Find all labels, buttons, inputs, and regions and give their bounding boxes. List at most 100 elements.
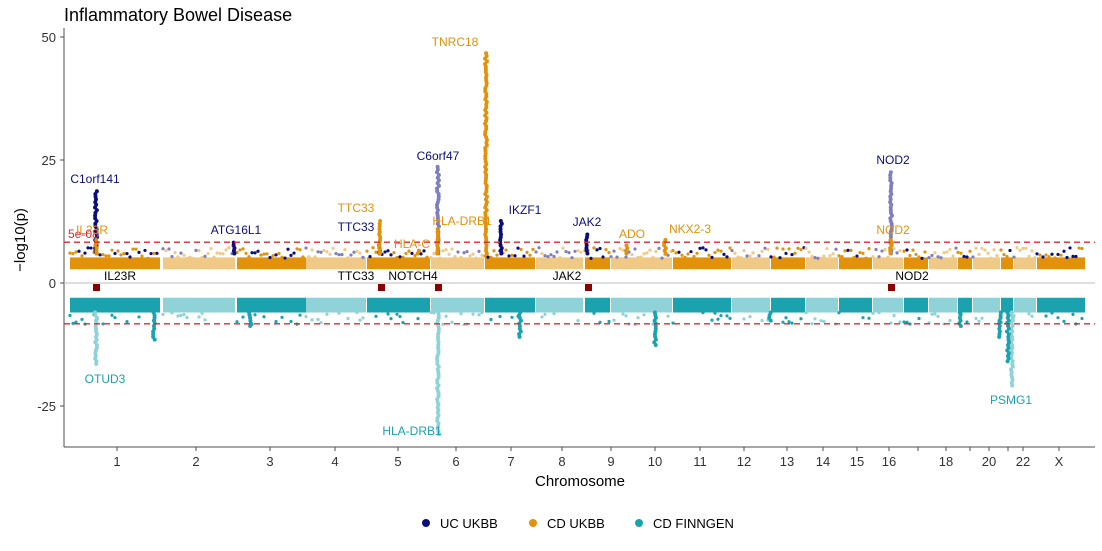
legend-label: CD FINNGEN xyxy=(653,516,734,531)
x-tick-label: 10 xyxy=(648,454,662,469)
data-point xyxy=(238,248,242,252)
data-point xyxy=(883,248,887,252)
data-point xyxy=(598,320,602,324)
data-point xyxy=(398,255,402,259)
data-point xyxy=(471,312,475,316)
cd-ukbb-band xyxy=(806,257,838,270)
data-point xyxy=(867,316,871,320)
data-point xyxy=(343,247,347,252)
data-point xyxy=(425,255,429,259)
data-point xyxy=(618,247,622,251)
cd-finngen-band xyxy=(237,297,306,313)
data-point xyxy=(898,320,902,324)
cd-finngen-band xyxy=(306,297,366,313)
data-point xyxy=(1044,253,1048,257)
data-point xyxy=(992,248,996,252)
data-point xyxy=(917,255,921,259)
data-point xyxy=(564,249,568,254)
cd-ukbb-band xyxy=(70,257,160,270)
x-tick-label: 15 xyxy=(850,454,864,469)
cd-finngen-band xyxy=(1001,297,1013,313)
data-point xyxy=(601,255,605,259)
data-point xyxy=(843,249,847,253)
x-tick-label: 22 xyxy=(1016,454,1030,469)
x-tick-label: X xyxy=(1055,454,1064,469)
data-point xyxy=(816,256,820,260)
peak-point xyxy=(416,248,421,253)
data-point xyxy=(447,252,451,256)
data-point xyxy=(110,313,114,317)
cd-ukbb-band xyxy=(958,257,972,270)
peak-point xyxy=(1010,383,1015,388)
data-point xyxy=(316,317,320,321)
data-point xyxy=(298,313,302,317)
peak-label: ADO xyxy=(619,227,645,241)
data-point xyxy=(660,256,664,260)
data-point xyxy=(313,255,317,259)
data-point xyxy=(757,254,761,258)
data-point xyxy=(218,251,222,256)
data-point xyxy=(927,256,931,260)
data-point xyxy=(289,253,293,257)
data-point xyxy=(274,253,278,257)
shared-locus-marker xyxy=(435,284,442,291)
data-point xyxy=(422,249,426,253)
data-point xyxy=(822,254,826,258)
data-point xyxy=(567,251,571,255)
cd-ukbb-band xyxy=(585,257,610,270)
data-point xyxy=(374,314,378,318)
data-point xyxy=(1065,255,1069,260)
data-point xyxy=(615,255,619,259)
cd-finngen-band xyxy=(536,297,583,313)
data-point xyxy=(1056,316,1060,320)
data-point xyxy=(713,250,717,255)
data-point xyxy=(624,255,628,259)
data-point xyxy=(444,248,448,252)
peak-point xyxy=(484,51,489,56)
peak-label: PSMG1 xyxy=(990,393,1032,407)
data-point xyxy=(1056,252,1060,257)
data-point xyxy=(259,253,263,257)
data-point xyxy=(468,254,472,258)
data-point xyxy=(179,251,183,255)
data-point xyxy=(450,320,454,324)
data-point xyxy=(253,313,257,317)
data-point xyxy=(274,320,278,324)
data-point xyxy=(1080,246,1084,251)
finngen-spike xyxy=(248,324,253,329)
data-point xyxy=(1062,249,1066,253)
data-point xyxy=(579,250,583,254)
data-point xyxy=(149,252,153,256)
data-point xyxy=(280,315,284,319)
data-point xyxy=(71,321,75,325)
data-point xyxy=(179,313,183,317)
data-point xyxy=(956,250,960,254)
data-point xyxy=(1021,246,1025,250)
data-point xyxy=(886,255,890,259)
data-point xyxy=(787,247,791,251)
data-point xyxy=(707,253,711,257)
data-point xyxy=(480,253,484,257)
data-point xyxy=(1033,256,1037,260)
cd-ukbb-band xyxy=(839,257,872,270)
data-point xyxy=(689,250,693,254)
shared-locus-marker xyxy=(585,284,592,291)
data-point xyxy=(552,312,556,316)
data-point xyxy=(959,251,963,255)
data-point xyxy=(784,251,788,256)
data-point xyxy=(804,310,808,315)
data-point xyxy=(355,249,359,253)
data-point xyxy=(122,252,126,256)
shared-locus-label: NOD2 xyxy=(895,269,929,283)
data-point xyxy=(846,248,850,252)
data-point xyxy=(1047,255,1051,259)
data-point xyxy=(1030,314,1034,318)
x-tick-label: 16 xyxy=(882,454,896,469)
data-point xyxy=(954,246,958,250)
data-point xyxy=(176,255,180,259)
cd-finngen-band xyxy=(585,297,610,313)
data-point xyxy=(654,249,658,254)
data-point xyxy=(607,251,611,255)
data-point xyxy=(939,256,943,260)
data-point xyxy=(80,254,84,258)
